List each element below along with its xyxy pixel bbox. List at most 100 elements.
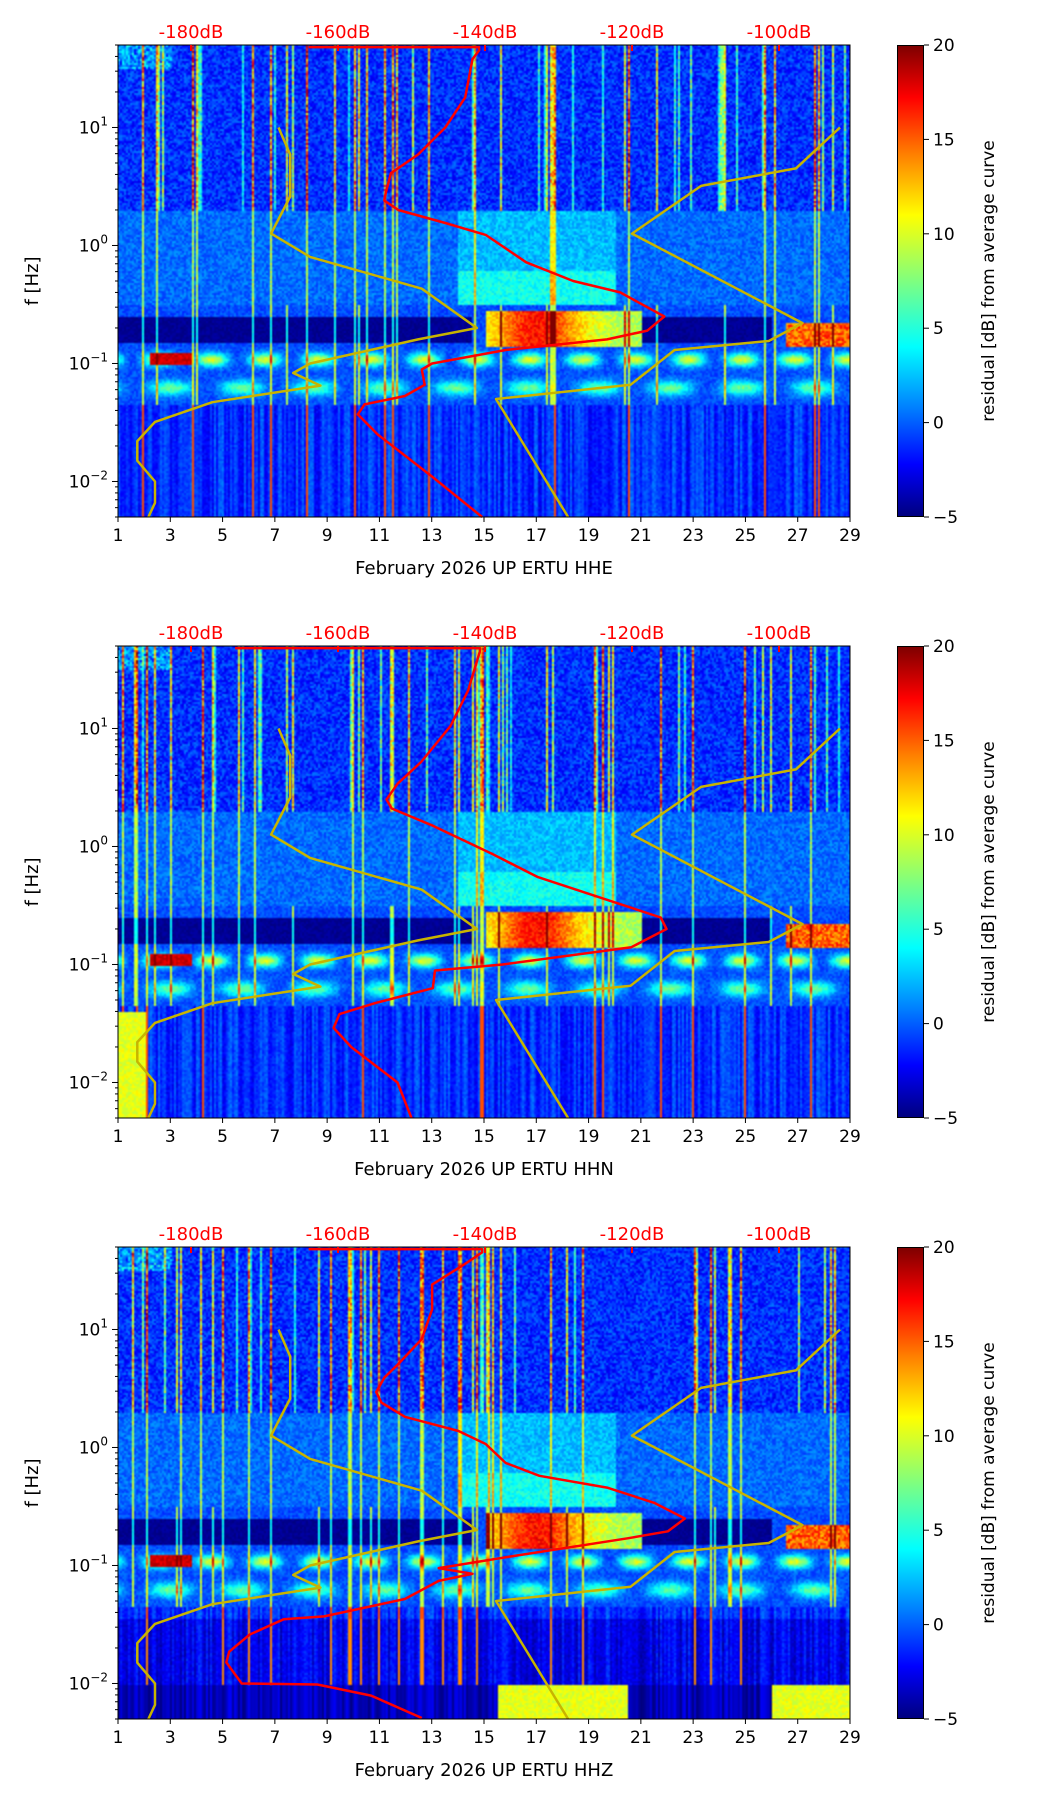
spectrogram-panel-hhe: 1 3 5 7 9 11 13 15 17 19 21 23 25 27 29 February 2026 U…: [0, 0, 1052, 601]
axes-frame: [117, 1246, 851, 1720]
colorbar-tick-label: 15: [933, 731, 955, 751]
x-tick-label: 23: [682, 1127, 704, 1147]
x-tick-label: 3: [165, 1127, 176, 1147]
x-tick-label: 15: [473, 1127, 495, 1147]
x-tick-label: 15: [473, 1728, 495, 1748]
x-tick-label: 7: [269, 526, 280, 546]
axes-frame: [117, 44, 851, 518]
x-tick-label: 21: [630, 1728, 652, 1748]
y-tick-label: 10−1: [69, 951, 108, 975]
x-tick-label: 17: [525, 526, 547, 546]
colorbar-tick-label: 20: [933, 637, 955, 657]
colorbar: [897, 45, 924, 517]
top-db-tick-label: -120dB: [600, 623, 665, 644]
y-tick-label: 10−2: [69, 1069, 108, 1093]
x-tick-label: 29: [839, 1127, 861, 1147]
axes-frame: [117, 645, 851, 1119]
x-tick-label: 29: [839, 1728, 861, 1748]
y-axis-label: f [Hz]: [22, 857, 43, 906]
colorbar-tick-label: 15: [933, 130, 955, 150]
colorbar-label: residual [dB] from average curve: [979, 1342, 999, 1623]
series-average-psd: [225, 1247, 687, 1720]
colorbar-tick-label: 5: [933, 319, 944, 339]
spectrogram-heatmap: [118, 1247, 850, 1719]
x-tick-label: 29: [839, 526, 861, 546]
x-tick-label: 25: [735, 1127, 757, 1147]
x-tick-label: 7: [269, 1127, 280, 1147]
top-db-tick-label: -160dB: [306, 1224, 371, 1245]
x-tick-label: 9: [322, 526, 333, 546]
colorbar-tick-label: 15: [933, 1332, 955, 1352]
x-tick-label: 21: [630, 1127, 652, 1147]
series-nlnm: [136, 728, 479, 1119]
colorbar-tick-label: 5: [933, 920, 944, 940]
x-tick-label: 23: [682, 1728, 704, 1748]
spectrogram-heatmap: [118, 45, 850, 517]
x-tick-label: 15: [473, 526, 495, 546]
y-tick-label: 10−1: [69, 1552, 108, 1576]
colorbar-tick-label: 10: [933, 826, 955, 846]
top-db-tick-label: -140dB: [453, 22, 518, 43]
y-tick-label: 10−2: [69, 1670, 108, 1694]
y-tick-label: 100: [79, 232, 108, 256]
colorbar: [897, 1247, 924, 1719]
x-tick-label: 17: [525, 1728, 547, 1748]
top-db-tick-label: -120dB: [600, 1224, 665, 1245]
series-average-psd: [308, 45, 666, 518]
x-tick-label: 11: [369, 526, 391, 546]
x-tick-label: 11: [369, 1728, 391, 1748]
x-tick-label: 9: [322, 1728, 333, 1748]
colorbar-tick-label: −5: [933, 508, 958, 528]
spectrogram-panel-hhz: 1 3 5 7 9 11 13 15 17 19 21 23 25 27 29 February 2026 U…: [0, 1202, 1052, 1803]
y-tick-label: 101: [79, 715, 108, 739]
top-db-tick-label: -120dB: [600, 22, 665, 43]
colorbar-tick-label: 20: [933, 36, 955, 56]
top-db-tick-label: -160dB: [306, 623, 371, 644]
y-axis-label: f [Hz]: [22, 256, 43, 305]
x-tick-label: 17: [525, 1127, 547, 1147]
top-db-tick-label: -140dB: [453, 1224, 518, 1245]
x-tick-label: 5: [217, 1127, 228, 1147]
y-tick-label: 101: [79, 1316, 108, 1340]
colorbar-tick-label: −5: [933, 1109, 958, 1129]
colorbar-label: residual [dB] from average curve: [979, 741, 999, 1022]
top-db-tick-label: -100dB: [747, 22, 812, 43]
x-tick-label: 27: [787, 1127, 809, 1147]
x-tick-label: 3: [165, 1728, 176, 1748]
x-tick-label: 19: [578, 1127, 600, 1147]
series-nlnm: [136, 127, 479, 518]
spectrogram-panel-hhn: 1 3 5 7 9 11 13 15 17 19 21 23 25 27 29 February 2026 U…: [0, 601, 1052, 1202]
x-tick-label: 27: [787, 1728, 809, 1748]
colorbar-tick-label: 10: [933, 1427, 955, 1447]
x-axis-label: February 2026 UP ERTU HHZ: [355, 1760, 614, 1781]
x-axis-label: February 2026 UP ERTU HHN: [354, 1159, 614, 1180]
series-average-psd: [235, 646, 668, 1119]
x-tick-label: 25: [735, 526, 757, 546]
x-tick-label: 9: [322, 1127, 333, 1147]
y-tick-label: 101: [79, 114, 108, 138]
x-tick-label: 1: [113, 1728, 124, 1748]
spectrogram-heatmap: [118, 646, 850, 1118]
top-db-tick-label: -100dB: [747, 1224, 812, 1245]
colorbar-tick-label: 20: [933, 1238, 955, 1258]
x-tick-label: 25: [735, 1728, 757, 1748]
colorbar-label: residual [dB] from average curve: [979, 140, 999, 421]
colorbar: [897, 646, 924, 1118]
colorbar-tick-label: 0: [933, 1015, 944, 1035]
x-tick-label: 1: [113, 526, 124, 546]
x-tick-label: 23: [682, 526, 704, 546]
top-db-tick-label: -180dB: [159, 22, 224, 43]
x-tick-label: 1: [113, 1127, 124, 1147]
x-tick-label: 11: [369, 1127, 391, 1147]
x-axis-label: February 2026 UP ERTU HHE: [355, 558, 613, 579]
y-tick-label: 100: [79, 833, 108, 857]
x-tick-label: 19: [578, 526, 600, 546]
colorbar-tick-label: 0: [933, 1616, 944, 1636]
colorbar-tick-label: 5: [933, 1521, 944, 1541]
top-db-tick-label: -100dB: [747, 623, 812, 644]
colorbar-tick-label: 10: [933, 225, 955, 245]
top-db-tick-label: -160dB: [306, 22, 371, 43]
x-tick-label: 13: [421, 1728, 443, 1748]
